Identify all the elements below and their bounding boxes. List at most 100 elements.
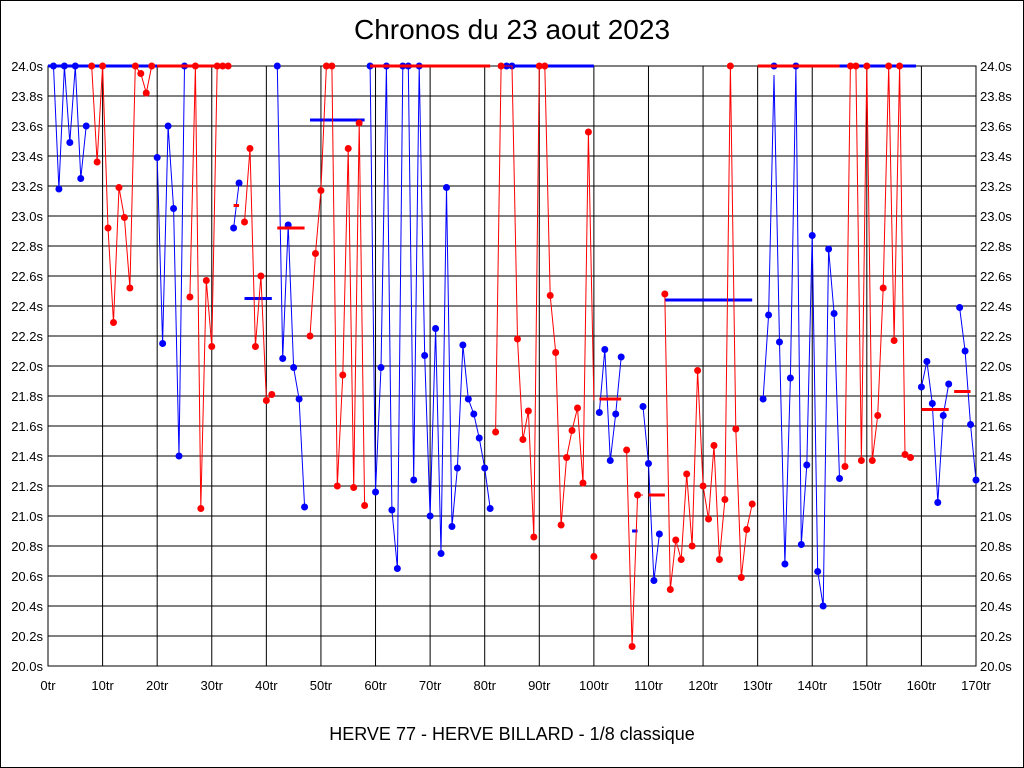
data-point: [825, 245, 833, 253]
y-tick-label-right: 24.0s: [980, 59, 1012, 74]
y-tick-label-left: 23.0s: [11, 209, 43, 224]
data-point: [339, 371, 347, 379]
data-point: [104, 224, 112, 232]
y-tick-label-right: 20.6s: [980, 569, 1012, 584]
x-tick-label: 140tr: [797, 678, 827, 693]
y-tick-label-right: 20.8s: [980, 539, 1012, 554]
data-point: [715, 556, 723, 563]
data-point: [814, 568, 822, 575]
y-tick-label-right: 20.0s: [980, 659, 1012, 674]
x-tick-label: 80tr: [474, 678, 497, 693]
data-point: [923, 358, 931, 365]
data-point: [186, 293, 194, 301]
y-tick-label-left: 20.4s: [11, 599, 43, 614]
data-point: [246, 145, 254, 152]
chart-title: Chronos du 23 aout 2023: [353, 14, 671, 45]
data-point: [590, 553, 598, 560]
data-point: [202, 277, 210, 284]
data-point: [601, 346, 609, 353]
data-point: [759, 395, 767, 403]
data-point: [197, 505, 205, 512]
data-point: [737, 574, 745, 581]
data-point: [961, 347, 969, 355]
data-point: [290, 364, 298, 371]
data-point: [110, 319, 118, 326]
data-point: [644, 460, 652, 467]
data-point: [268, 391, 276, 398]
data-point: [191, 62, 199, 70]
data-point: [262, 397, 270, 404]
data-point: [748, 500, 756, 508]
data-point: [710, 442, 718, 449]
y-tick-label-right: 22.8s: [980, 239, 1012, 254]
data-point: [224, 62, 232, 70]
data-point: [672, 536, 680, 544]
data-point: [765, 311, 773, 319]
data-point: [148, 62, 156, 70]
y-tick-label-right: 23.2s: [980, 179, 1012, 194]
data-point: [694, 367, 702, 374]
data-point: [421, 352, 429, 359]
data-point: [519, 436, 527, 443]
y-tick-label-left: 21.0s: [11, 509, 43, 524]
data-point: [579, 479, 587, 487]
data-point: [934, 499, 942, 506]
data-point: [928, 400, 936, 407]
data-point: [350, 484, 358, 491]
data-point: [617, 353, 625, 361]
data-point: [120, 214, 128, 221]
data-point: [153, 154, 161, 161]
x-tick-label: 0tr: [40, 678, 56, 693]
data-point: [639, 403, 647, 410]
data-point: [885, 62, 893, 70]
y-tick-label-left: 23.6s: [11, 119, 43, 134]
data-point: [655, 530, 663, 538]
x-tick-label: 30tr: [201, 678, 224, 693]
y-tick-label-left: 20.2s: [11, 629, 43, 644]
y-tick-label-right: 23.4s: [980, 149, 1012, 164]
data-point: [688, 542, 696, 550]
y-tick-label-left: 21.2s: [11, 479, 43, 494]
y-tick-label-right: 22.6s: [980, 269, 1012, 284]
data-point: [879, 284, 887, 292]
series-line: [642, 406, 660, 581]
data-point: [311, 250, 319, 257]
data-point: [666, 586, 674, 593]
data-point: [906, 454, 914, 461]
data-point: [945, 380, 953, 388]
data-point: [377, 364, 385, 371]
data-point: [530, 533, 538, 541]
x-tick-label: 10tr: [91, 678, 114, 693]
data-point: [142, 89, 150, 97]
data-point: [781, 560, 789, 568]
data-point: [535, 62, 543, 70]
data-point: [628, 643, 636, 650]
series-line: [189, 65, 218, 509]
data-point: [301, 503, 309, 511]
data-point: [426, 512, 434, 520]
series-line: [276, 65, 306, 508]
y-tick-label-left: 21.6s: [11, 419, 43, 434]
data-point: [497, 62, 505, 70]
data-point: [219, 62, 227, 70]
data-point: [552, 349, 560, 356]
data-point: [93, 158, 101, 166]
data-point: [126, 284, 134, 292]
data-point: [170, 205, 178, 212]
data-point: [677, 556, 685, 563]
series-line: [156, 65, 185, 457]
y-tick-label-right: 20.2s: [980, 629, 1012, 644]
data-point: [721, 496, 729, 503]
data-point: [273, 62, 281, 70]
y-tick-label-right: 21.4s: [980, 449, 1012, 464]
y-tick-label-left: 20.8s: [11, 539, 43, 554]
y-tick-label-left: 22.0s: [11, 359, 43, 374]
data-point: [475, 434, 483, 442]
data-point: [863, 62, 871, 70]
x-tick-label: 170tr: [961, 678, 991, 693]
data-point: [295, 395, 303, 403]
y-tick-label-left: 20.6s: [11, 569, 43, 584]
data-point: [453, 464, 461, 472]
data-point: [541, 62, 549, 70]
data-point: [972, 476, 980, 484]
